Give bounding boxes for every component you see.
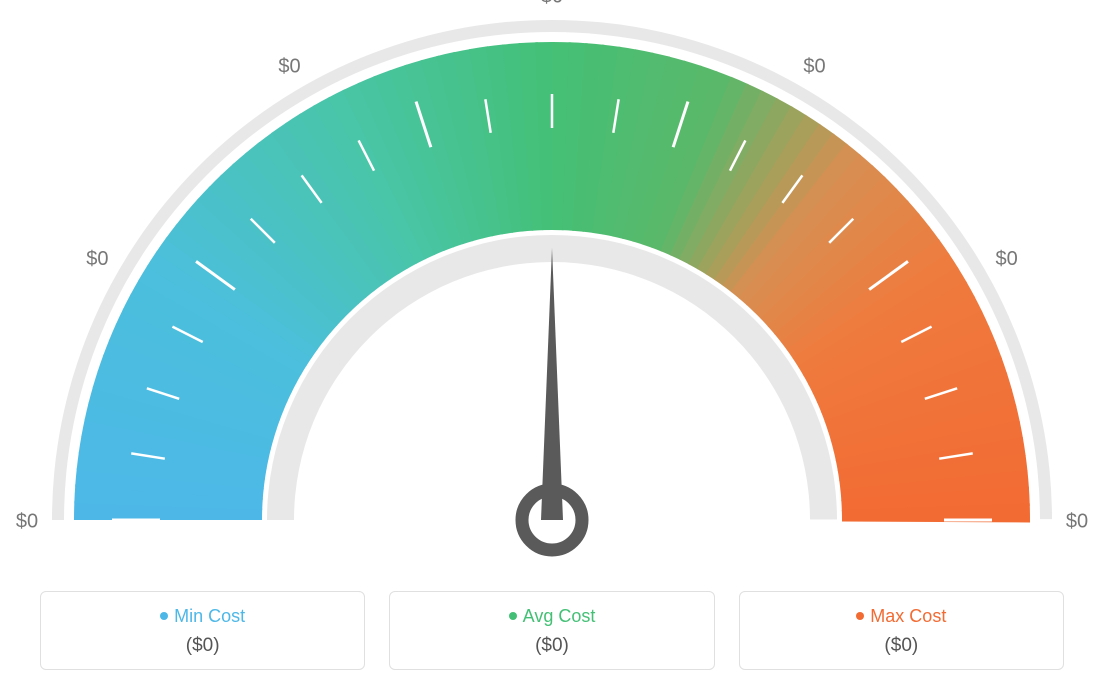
cost-gauge-chart: $0 $0 $0 $0 $0 $0 $0 bbox=[0, 0, 1104, 560]
legend-min-value: ($0) bbox=[51, 635, 354, 657]
dot-icon bbox=[160, 612, 168, 620]
legend-max-label: Max Cost bbox=[750, 606, 1053, 627]
dot-icon bbox=[856, 612, 864, 620]
svg-text:$0: $0 bbox=[16, 510, 38, 532]
legend-row: Min Cost ($0) Avg Cost ($0) Max Cost ($0… bbox=[40, 591, 1064, 670]
legend-min-label: Min Cost bbox=[51, 606, 354, 627]
svg-text:$0: $0 bbox=[278, 56, 300, 78]
svg-text:$0: $0 bbox=[1066, 510, 1088, 532]
legend-max-cost: Max Cost ($0) bbox=[739, 591, 1064, 670]
legend-max-value: ($0) bbox=[750, 635, 1053, 657]
dot-icon bbox=[509, 612, 517, 620]
legend-avg-value: ($0) bbox=[400, 635, 703, 657]
svg-text:$0: $0 bbox=[86, 248, 108, 270]
legend-avg-label: Avg Cost bbox=[400, 606, 703, 627]
legend-min-cost: Min Cost ($0) bbox=[40, 591, 365, 670]
svg-text:$0: $0 bbox=[541, 0, 563, 7]
svg-text:$0: $0 bbox=[996, 248, 1018, 270]
legend-avg-cost: Avg Cost ($0) bbox=[389, 591, 714, 670]
legend-avg-text: Avg Cost bbox=[523, 606, 596, 626]
svg-text:$0: $0 bbox=[803, 56, 825, 78]
legend-min-text: Min Cost bbox=[174, 606, 245, 626]
legend-max-text: Max Cost bbox=[870, 606, 946, 626]
